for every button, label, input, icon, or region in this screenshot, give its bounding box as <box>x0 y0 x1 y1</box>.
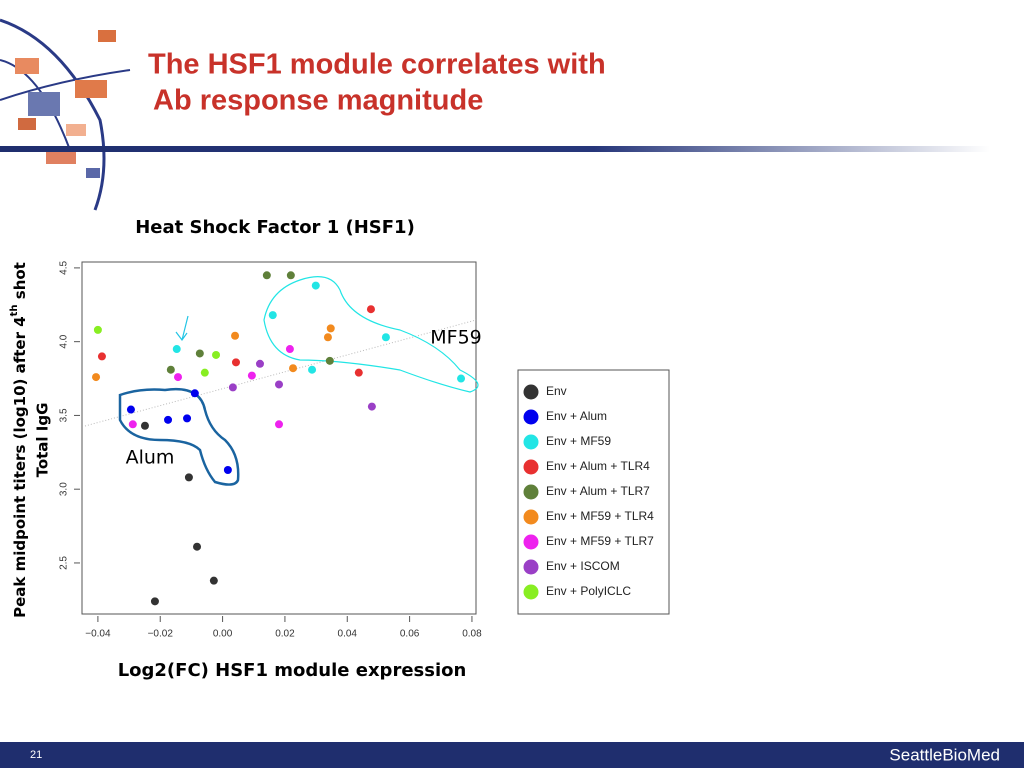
point <box>195 349 204 358</box>
point <box>366 305 375 314</box>
point <box>325 356 334 365</box>
point <box>183 414 192 423</box>
legend-label: Env <box>546 384 567 398</box>
legend-swatch <box>523 459 539 475</box>
point <box>150 597 159 606</box>
legend-swatch <box>523 384 539 400</box>
chart-title: Heat Shock Factor 1 (HSF1) <box>135 217 415 238</box>
point <box>92 373 101 382</box>
point <box>457 374 466 383</box>
legend-swatch <box>523 534 539 550</box>
legend-swatch <box>523 559 539 575</box>
point <box>193 542 202 551</box>
point <box>367 402 376 411</box>
point <box>190 389 199 398</box>
point <box>140 421 149 430</box>
legend-swatch <box>523 509 539 525</box>
point <box>289 364 298 373</box>
x-tick-label: 0.04 <box>338 629 358 640</box>
x-tick-label: −0.02 <box>148 629 174 640</box>
point <box>286 271 295 280</box>
x-tick-label: −0.04 <box>85 629 111 640</box>
y-tick-label: 3.0 <box>59 482 70 496</box>
logo: SeattleBioMed <box>889 745 1000 764</box>
y-axis-label: Total IgG <box>34 403 52 478</box>
point <box>228 383 237 392</box>
point <box>268 311 277 320</box>
footer-bar <box>0 742 1024 768</box>
point <box>326 324 335 333</box>
legend-label: Env + MF59 + TLR7 <box>546 534 654 548</box>
y-tick-label: 3.5 <box>59 408 70 422</box>
point <box>93 325 102 334</box>
point <box>223 466 232 475</box>
point <box>354 368 363 377</box>
legend-label: Env + MF59 + TLR4 <box>546 509 654 523</box>
point <box>323 333 332 342</box>
legend-label: Env + PolyICLC <box>546 584 631 598</box>
point <box>247 371 256 380</box>
legend-swatch <box>523 484 539 500</box>
header-bar <box>0 146 990 152</box>
annotation: Alum <box>126 447 175 469</box>
point <box>200 368 209 377</box>
x-tick-label: 0.08 <box>462 629 482 640</box>
alum-outline <box>118 387 240 486</box>
point <box>275 420 283 429</box>
legend-swatch <box>523 409 539 425</box>
legend-label: Env + Alum + TLR7 <box>546 484 650 498</box>
y-label-part: Peak midpoint titers (log10) after 4 <box>11 316 29 618</box>
point <box>128 420 137 429</box>
legend-swatch <box>523 434 539 450</box>
y-tick-label: 4.5 <box>59 261 70 275</box>
slide-title: The HSF1 module correlates with <box>148 49 606 81</box>
plot: −0.04 −0.02 0.00 0.02 0.04 0.06 0.08 2.5 3.0 3.5 4… <box>59 261 655 640</box>
y-tick-label: 2.5 <box>59 556 70 570</box>
page-number: 21 <box>30 749 42 761</box>
point <box>166 365 175 374</box>
point <box>231 358 240 367</box>
y-label-part: shot <box>11 262 29 304</box>
point <box>262 271 271 280</box>
slide-title: Ab response magnitude <box>153 85 483 117</box>
legend-swatch <box>523 584 539 600</box>
point <box>174 373 183 382</box>
point <box>212 350 221 359</box>
y-tick-label: 4.0 <box>59 334 70 348</box>
point <box>311 281 320 290</box>
legend-label: Env + Alum + TLR4 <box>546 459 650 473</box>
x-tick-label: 0.00 <box>213 629 233 640</box>
plot-frame <box>81 261 477 615</box>
point <box>184 473 193 482</box>
legend-label: Env + MF59 <box>546 434 611 448</box>
x-tick-label: 0.02 <box>275 629 295 640</box>
point <box>285 345 294 354</box>
x-tick-label: 0.06 <box>400 629 420 640</box>
arrow <box>175 315 189 342</box>
legend-label: Env + ISCOM <box>546 559 620 573</box>
point <box>164 415 173 424</box>
point <box>97 352 106 361</box>
annotation: MF59 <box>430 327 482 349</box>
x-axis-label: Log2(FC) HSF1 module expression <box>118 660 467 681</box>
legend-label: Env + Alum <box>546 409 607 423</box>
y-label-sup: th <box>9 304 20 316</box>
point <box>172 345 181 354</box>
point <box>231 331 240 340</box>
point <box>308 365 317 374</box>
point <box>209 576 218 585</box>
point <box>126 405 135 414</box>
point <box>275 380 283 389</box>
point <box>381 333 390 342</box>
trend-line <box>84 319 477 427</box>
y-axis-label: Peak midpoint titers (log10) after 4th s… <box>9 262 29 618</box>
point <box>255 359 264 368</box>
header-graphic <box>0 18 131 211</box>
legend <box>517 369 670 615</box>
